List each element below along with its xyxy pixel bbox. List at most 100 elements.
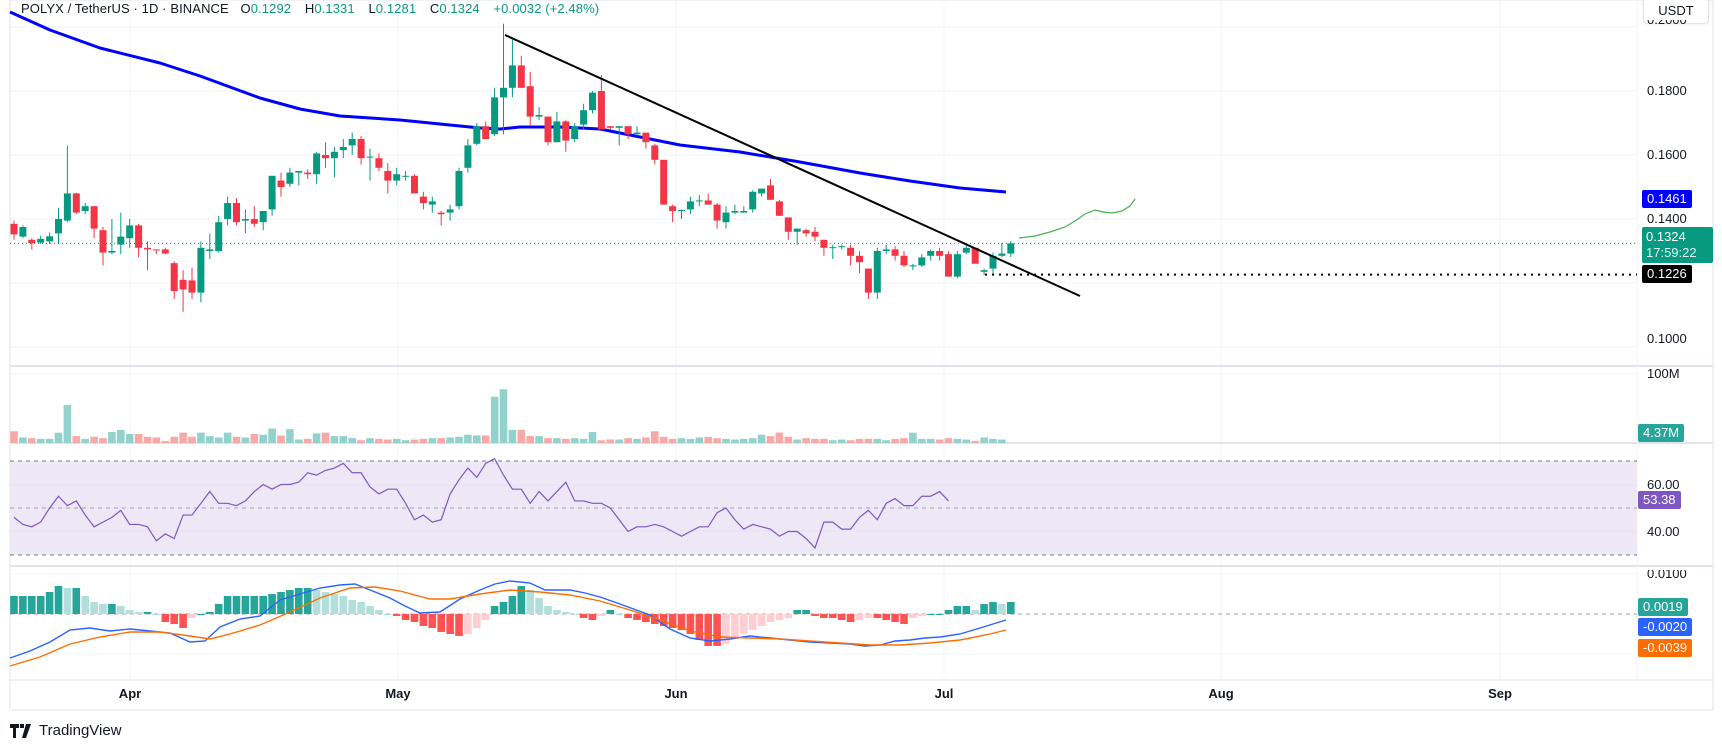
volume-bar xyxy=(864,438,873,443)
macd-histogram-bar xyxy=(357,602,365,614)
downtrend-line xyxy=(504,34,1081,297)
volume-bar xyxy=(428,438,437,443)
candle-body xyxy=(945,254,952,277)
volume-bar xyxy=(90,436,98,443)
volume-bar xyxy=(588,431,597,443)
currency-button[interactable]: USDT xyxy=(1643,0,1709,24)
macd-histogram-bar xyxy=(277,592,285,614)
candle-body xyxy=(953,254,961,277)
candle-body xyxy=(366,156,374,158)
macd-histogram-bar xyxy=(348,600,356,614)
macd-histogram-bar xyxy=(677,614,686,630)
macd-histogram-bar xyxy=(134,612,143,614)
macd-histogram-bar xyxy=(490,606,499,614)
macd-histogram-bar xyxy=(900,614,908,624)
candle-body xyxy=(393,174,401,181)
candle-body xyxy=(268,175,276,210)
macd-histogram-bar xyxy=(606,610,615,614)
candle-body xyxy=(491,97,499,135)
candle-body xyxy=(713,204,721,221)
volume-bar xyxy=(170,436,178,443)
volume-bar xyxy=(570,438,579,443)
macd-histogram-bar xyxy=(775,614,784,620)
projection-curve xyxy=(1018,198,1136,239)
candle-body xyxy=(482,126,490,139)
macd-histogram-bar xyxy=(197,614,205,615)
volume-bar xyxy=(250,434,259,443)
volume-bar xyxy=(401,440,410,443)
macd-histogram-bar xyxy=(535,598,543,614)
volume-bar xyxy=(793,439,801,443)
macd-histogram-bar xyxy=(829,614,837,618)
macd-histogram-bar xyxy=(980,604,988,614)
macd-histogram-bar xyxy=(926,614,935,615)
candle-body xyxy=(535,115,543,117)
candle-body xyxy=(838,246,846,248)
macd-histogram-bar xyxy=(562,612,570,614)
volume-bar xyxy=(642,437,650,443)
macd-histogram-bar xyxy=(1007,602,1015,614)
macd-histogram-bar xyxy=(526,590,534,614)
volume-bar xyxy=(704,436,712,443)
candle-body xyxy=(277,180,285,187)
volume-bar xyxy=(161,440,170,443)
volume-bar xyxy=(277,435,285,443)
symbol-name[interactable]: POLYX / TetherUS xyxy=(21,1,130,16)
candle-body xyxy=(330,151,338,159)
macd-histogram-bar xyxy=(455,614,463,636)
candle-body xyxy=(615,126,623,128)
tradingview-logo[interactable]: TradingView xyxy=(10,722,122,739)
volume-bar xyxy=(784,436,793,443)
currency-label: USDT xyxy=(1658,2,1694,18)
candle-body xyxy=(197,247,205,293)
tradingview-wordmark: TradingView xyxy=(39,722,122,739)
candle-body xyxy=(188,280,196,293)
candle-body xyxy=(909,265,917,267)
candle-body xyxy=(562,121,570,141)
macd-histogram-bar xyxy=(615,614,623,615)
macd-histogram-bar xyxy=(846,614,855,622)
candle-body xyxy=(99,230,107,253)
macd-histogram-tag: 0.0019 xyxy=(1638,598,1688,616)
candle-body xyxy=(740,211,748,213)
volume-bar xyxy=(775,432,784,443)
macd-histogram-bar xyxy=(517,586,526,614)
candle-body xyxy=(669,206,677,211)
volume-bar xyxy=(10,431,18,443)
macd-histogram-bar xyxy=(232,596,241,614)
candle-body xyxy=(544,116,552,143)
volume-bar xyxy=(72,436,81,443)
macd-histogram-bar xyxy=(108,604,116,614)
candle-body xyxy=(829,247,837,249)
volume-bar xyxy=(464,434,472,443)
volume-bar xyxy=(108,431,116,443)
candle-body xyxy=(259,211,267,223)
interval[interactable]: 1D xyxy=(141,1,159,16)
volume-bar xyxy=(820,438,828,443)
candle-body xyxy=(233,203,240,223)
symbol-legend: POLYX / TetherUS · 1D · BINANCE O0.1292 … xyxy=(21,1,600,16)
macd-histogram-bar xyxy=(72,588,81,614)
macd-histogram-bar xyxy=(45,592,54,614)
volume-bar xyxy=(206,436,214,443)
candle-body xyxy=(135,225,143,248)
macd-histogram-bar xyxy=(508,596,517,614)
candle-body xyxy=(224,203,232,219)
macd-histogram-bar xyxy=(864,614,873,618)
volume-bar xyxy=(722,438,730,443)
candle-body xyxy=(286,172,294,184)
volume-bar xyxy=(446,437,454,443)
candle-body xyxy=(962,247,970,253)
macd-histogram-bar xyxy=(553,610,561,614)
candle-body xyxy=(402,175,410,177)
volume-bar xyxy=(846,440,855,443)
candle-body xyxy=(348,139,356,146)
macd-histogram-bar xyxy=(419,614,428,626)
candle-body xyxy=(63,193,71,221)
volume-bar xyxy=(811,438,819,443)
macd-histogram-bar xyxy=(303,588,312,614)
volume-bar xyxy=(152,437,161,443)
candle-body xyxy=(971,247,979,264)
macd-histogram-bar xyxy=(286,590,294,614)
